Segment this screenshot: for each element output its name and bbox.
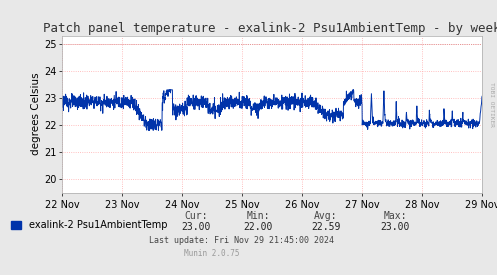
Text: TOBI OETIKER: TOBI OETIKER (489, 82, 494, 127)
Text: 22.59: 22.59 (311, 222, 340, 232)
Text: 23.00: 23.00 (380, 222, 410, 232)
Legend: exalink-2 Psu1AmbientTemp: exalink-2 Psu1AmbientTemp (7, 217, 171, 234)
Text: Cur:: Cur: (184, 211, 208, 221)
Text: 23.00: 23.00 (181, 222, 211, 232)
Text: Min:: Min: (247, 211, 270, 221)
Text: Avg:: Avg: (314, 211, 337, 221)
Text: 22.00: 22.00 (244, 222, 273, 232)
Y-axis label: degrees Celsius: degrees Celsius (31, 73, 41, 155)
Title: Patch panel temperature - exalink-2 Psu1AmbientTemp - by week: Patch panel temperature - exalink-2 Psu1… (43, 21, 497, 35)
Text: Last update: Fri Nov 29 21:45:00 2024: Last update: Fri Nov 29 21:45:00 2024 (149, 236, 334, 244)
Text: Max:: Max: (383, 211, 407, 221)
Text: Munin 2.0.75: Munin 2.0.75 (184, 249, 240, 258)
